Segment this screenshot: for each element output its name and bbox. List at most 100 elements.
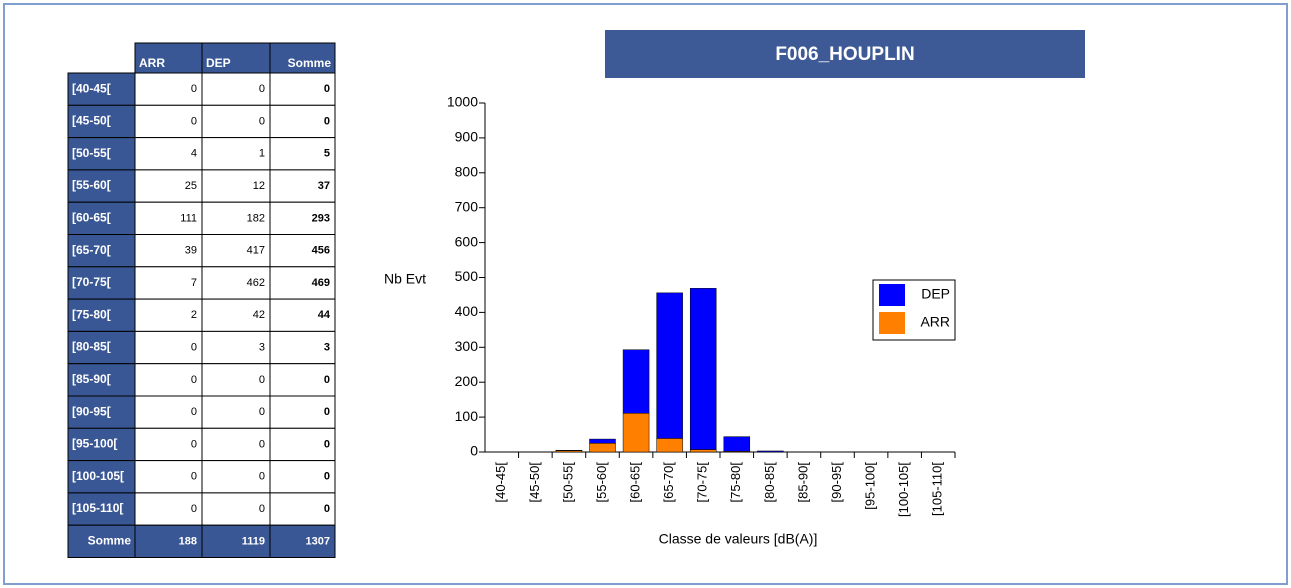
row-label: [105-110[ — [72, 501, 123, 515]
bar — [589, 443, 616, 453]
row-label: [70-75[ — [72, 275, 111, 289]
cell — [201, 330, 271, 365]
bar — [757, 450, 784, 453]
x-tick-label: [80-85[ — [762, 462, 777, 503]
cell-value: 188 — [179, 535, 197, 547]
legend-label: DEP — [921, 286, 950, 302]
y-tick-label: 700 — [455, 198, 479, 214]
row-label: [95-100[ — [72, 437, 117, 451]
cell-value: 0 — [259, 374, 265, 386]
frame — [3, 3, 1288, 585]
row-label: [90-95[ — [72, 404, 111, 418]
legend-swatch — [879, 284, 905, 306]
cell-value: 0 — [259, 503, 265, 515]
header-cell — [269, 42, 336, 74]
cell-value: 25 — [185, 180, 197, 192]
x-tick-label: [40-45[ — [493, 462, 508, 503]
cell — [134, 137, 203, 171]
cell — [269, 169, 336, 203]
chart-title: F006_HOUPLIN — [775, 44, 914, 65]
cell — [201, 266, 271, 300]
legend-swatch — [879, 312, 905, 334]
cell — [134, 72, 203, 106]
x-tick-label: [90-95[ — [829, 462, 844, 503]
cell-value: 0 — [324, 406, 330, 418]
cell — [269, 72, 336, 106]
cell — [201, 234, 271, 268]
cell-value: 2 — [191, 309, 197, 321]
cell-value: 0 — [324, 374, 330, 386]
cell-value: 37 — [318, 180, 330, 192]
cell-value: 3 — [324, 341, 330, 353]
row-label: [40-45[ — [72, 81, 111, 95]
x-tick-label: [45-50[ — [527, 462, 542, 503]
y-tick-label: 800 — [455, 164, 479, 180]
column-header: ARR — [139, 56, 165, 70]
bar — [689, 288, 717, 450]
bar — [689, 449, 717, 453]
cell — [134, 524, 203, 559]
cell — [134, 169, 203, 203]
cell — [269, 137, 336, 171]
cell-value: 469 — [312, 277, 330, 289]
cell-value: 1119 — [242, 535, 265, 547]
bar — [589, 438, 616, 444]
cell-value: 5 — [324, 148, 330, 160]
cell — [134, 395, 203, 429]
row-label-cell — [67, 201, 136, 235]
cell-value: 0 — [191, 374, 197, 386]
column-header: Somme — [288, 56, 332, 70]
cell — [269, 234, 336, 268]
cell — [269, 298, 336, 332]
row-label-cell — [67, 427, 136, 462]
y-tick-label: 200 — [455, 373, 479, 389]
cell — [201, 201, 271, 235]
x-tick-label: [65-70[ — [661, 462, 676, 503]
cell — [269, 427, 336, 462]
title-box — [605, 30, 1085, 78]
cell — [269, 460, 336, 494]
x-tick-label: [100-105[ — [896, 462, 911, 517]
cell-value: 0 — [191, 115, 197, 127]
x-tick-label: [75-80[ — [728, 462, 743, 503]
y-tick-label: 500 — [455, 268, 479, 284]
cell-value: 0 — [324, 115, 330, 127]
y-tick-label: 900 — [455, 129, 479, 145]
y-tick-label: 600 — [455, 233, 479, 249]
y-tick-label: 300 — [455, 338, 479, 354]
cell — [134, 104, 203, 139]
cell-value: 462 — [247, 277, 265, 289]
cell — [201, 460, 271, 494]
y-tick-label: 100 — [455, 408, 479, 424]
cell-value: 0 — [259, 438, 265, 450]
x-tick-label: [60-65[ — [628, 462, 643, 503]
cell-value: 12 — [253, 180, 265, 192]
row-label-cell — [67, 395, 136, 429]
cell-value: 0 — [191, 83, 197, 95]
legend-label: ARR — [920, 314, 950, 330]
y-tick-label: 0 — [470, 443, 478, 459]
row-label: [65-70[ — [72, 243, 111, 257]
row-label: [75-80[ — [72, 307, 111, 321]
row-label: [100-105[ — [72, 469, 124, 483]
y-tick-label: 400 — [455, 303, 479, 319]
cell — [134, 460, 203, 494]
bar — [622, 349, 650, 414]
cell — [269, 330, 336, 365]
cell-value: 0 — [324, 83, 330, 95]
header-cell — [134, 42, 203, 74]
cell-value: 44 — [318, 309, 331, 321]
cell — [134, 201, 203, 235]
y-tick-label: 1000 — [447, 94, 478, 110]
cell — [201, 363, 271, 397]
x-tick-label: [105-110[ — [930, 462, 945, 516]
column-header: DEP — [206, 56, 231, 70]
bar — [622, 413, 650, 453]
x-tick-label: [55-60[ — [594, 462, 609, 503]
cell-value: 0 — [324, 438, 330, 450]
cell — [269, 363, 336, 397]
cell-value: 0 — [259, 83, 265, 95]
row-label-cell — [67, 460, 136, 494]
cell-value: 456 — [312, 245, 330, 257]
